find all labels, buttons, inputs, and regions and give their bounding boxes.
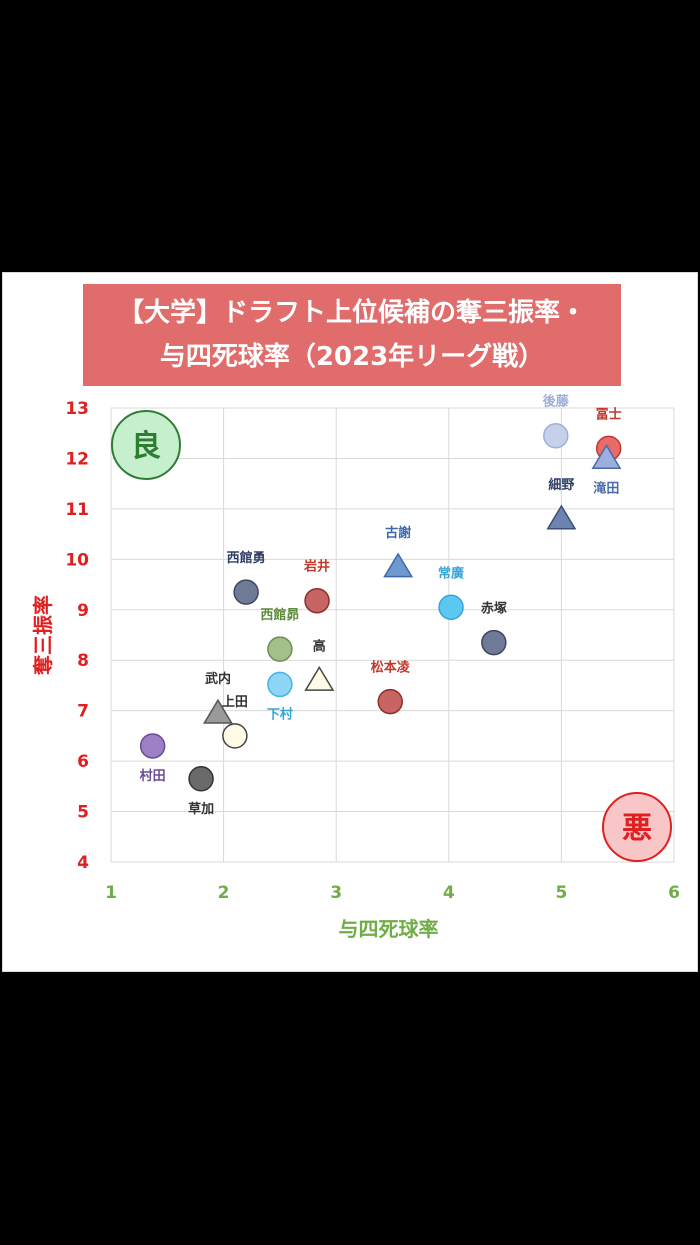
point-常廣 bbox=[438, 594, 464, 621]
point-label-松本凌: 松本凌 bbox=[371, 660, 411, 676]
y-tick-label: 12 bbox=[65, 449, 89, 469]
point-西館昴 bbox=[267, 636, 293, 662]
point-label-古謝: 古謝 bbox=[385, 525, 411, 541]
point-label-高: 高 bbox=[313, 638, 326, 654]
bad-badge-text: 悪 bbox=[622, 811, 652, 846]
point-label-上田: 上田 bbox=[222, 695, 248, 710]
y-tick-label: 9 bbox=[77, 601, 89, 621]
point-武内 bbox=[202, 698, 233, 724]
x-axis-title: 与四死球率 bbox=[339, 917, 439, 941]
point-label-滝田: 滝田 bbox=[593, 480, 619, 496]
y-axis-title: 奪三振率 bbox=[31, 595, 55, 676]
point-古謝 bbox=[383, 552, 414, 578]
y-tick-label: 4 bbox=[77, 853, 89, 873]
point-松本凌 bbox=[377, 688, 403, 715]
point-西館勇 bbox=[233, 579, 259, 605]
point-label-常廣: 常廣 bbox=[438, 565, 464, 581]
point-label-武内: 武内 bbox=[205, 671, 231, 687]
point-label-草加: 草加 bbox=[188, 801, 214, 817]
point-岩井 bbox=[304, 587, 330, 614]
badge-layer: 良悪 bbox=[111, 410, 672, 862]
chart-panel: 4 5 6 7 8 9 10 11 12 13 1 2 3 4 5 6 与四死球率 奪三振率 良悪 後藤 冨士 滝田細… bbox=[2, 272, 698, 972]
x-tick-label: 5 bbox=[555, 883, 567, 903]
point-高 bbox=[304, 665, 335, 691]
point-label-赤塚: 赤塚 bbox=[481, 601, 507, 617]
y-tick-label: 7 bbox=[77, 702, 89, 722]
point-label-細野: 細野 bbox=[548, 477, 574, 493]
point-label-岩井: 岩井 bbox=[303, 559, 330, 575]
good-badge-text: 良 bbox=[131, 429, 161, 464]
point-layer bbox=[139, 422, 622, 792]
point-上田 bbox=[222, 723, 248, 749]
point-村田 bbox=[139, 733, 166, 759]
chart-title: 【大学】ドラフト上位候補の奪三振率・ 与四死球率（2023年リーグ戦） bbox=[83, 284, 621, 386]
plot-frame bbox=[110, 407, 675, 863]
point-label-下村: 下村 bbox=[267, 706, 293, 722]
y-tick-label: 8 bbox=[77, 651, 89, 671]
x-tick-label: 4 bbox=[443, 883, 455, 903]
y-tick-label: 11 bbox=[65, 500, 89, 520]
point-細野 bbox=[546, 504, 577, 530]
y-tick-label: 13 bbox=[65, 399, 89, 419]
point-label-西館昴: 西館昴 bbox=[260, 607, 299, 623]
y-tick-label: 10 bbox=[65, 550, 89, 570]
x-tick-label: 2 bbox=[218, 883, 230, 903]
point-後藤 bbox=[543, 422, 569, 449]
grid-layer bbox=[110, 407, 675, 863]
y-tick-label: 5 bbox=[77, 803, 89, 823]
point-滝田 bbox=[591, 443, 622, 469]
y-tick-label: 6 bbox=[77, 752, 89, 772]
point-label-村田: 村田 bbox=[140, 768, 166, 784]
x-tick-label: 1 bbox=[105, 883, 117, 903]
point-赤塚 bbox=[481, 629, 507, 656]
point-label-西館勇: 西館勇 bbox=[227, 550, 266, 566]
point-label-後藤: 後藤 bbox=[543, 394, 570, 410]
point-草加 bbox=[188, 766, 214, 792]
point-下村 bbox=[267, 671, 293, 698]
chart-title-line2: 与四死球率（2023年リーグ戦） bbox=[159, 342, 545, 372]
chart-title-line1: 【大学】ドラフト上位候補の奪三振率・ bbox=[117, 298, 586, 328]
x-tick-label: 6 bbox=[668, 883, 680, 903]
bad-badge-circle bbox=[602, 792, 672, 862]
good-badge-circle bbox=[111, 410, 181, 480]
x-tick-label: 3 bbox=[330, 883, 342, 903]
point-label-冨士: 冨士 bbox=[596, 406, 622, 422]
